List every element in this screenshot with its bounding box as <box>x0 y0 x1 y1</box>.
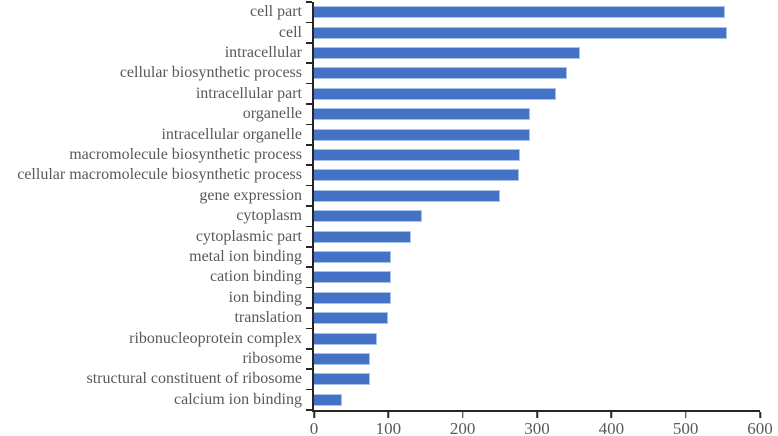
bar <box>314 352 371 365</box>
y-axis-tick <box>306 123 312 126</box>
bar-row: cell <box>279 22 760 42</box>
category-label: intracellular organelle <box>161 125 302 143</box>
bar <box>314 6 726 19</box>
bar-row: calcium ion binding <box>174 390 760 410</box>
category-label: cytoplasmic part <box>195 227 302 245</box>
y-axis-tick <box>306 286 312 289</box>
y-axis-tick <box>306 409 312 411</box>
category-label: cellular biosynthetic process <box>119 64 302 82</box>
bar-row: cation binding <box>210 267 760 287</box>
bar-row: cytoplasm <box>236 206 760 226</box>
bar-row: cell part <box>250 2 760 22</box>
x-axis-tick <box>759 412 761 418</box>
category-label: macromolecule biosynthetic process <box>69 145 302 163</box>
x-axis-tick-label: 400 <box>598 419 625 436</box>
bar-row: gene expression <box>199 186 760 206</box>
x-axis-tick <box>536 412 538 418</box>
bar <box>314 332 378 345</box>
bar <box>314 189 500 202</box>
x-axis-tick-label: 0 <box>309 419 319 436</box>
bar <box>314 250 391 263</box>
y-axis-tick <box>306 205 312 207</box>
category-label: cation binding <box>210 268 302 286</box>
bar-row: cellular macromolecule biosynthetic proc… <box>17 165 760 185</box>
x-axis-tick <box>387 412 390 418</box>
bar <box>314 108 530 121</box>
x-axis-tick <box>313 412 315 418</box>
y-axis-tick <box>306 184 312 187</box>
bar <box>314 67 567 80</box>
category-label: ribosome <box>242 349 302 367</box>
y-axis-tick <box>306 368 312 370</box>
bar <box>314 128 531 141</box>
category-label: metal ion binding <box>189 247 302 265</box>
bar-row: metal ion binding <box>189 247 760 267</box>
y-axis-tick <box>306 21 312 24</box>
x-axis-tick-label: 100 <box>375 419 402 436</box>
bar <box>314 87 557 100</box>
bar-row: ion binding <box>229 288 760 308</box>
category-label: organelle <box>242 105 302 123</box>
x-axis-tick-label: 300 <box>524 419 550 436</box>
bar <box>314 169 520 182</box>
category-label: intracellular <box>224 43 302 61</box>
y-axis-tick <box>306 388 312 391</box>
bar <box>314 210 422 223</box>
y-axis-tick <box>306 266 312 268</box>
bar <box>314 373 371 386</box>
bar <box>314 393 343 406</box>
y-axis-tick <box>306 82 312 85</box>
category-label: cell part <box>250 3 302 21</box>
bar-row: macromolecule biosynthetic process <box>69 145 760 165</box>
bar <box>314 312 389 325</box>
x-axis-tick-label: 600 <box>747 419 773 436</box>
bar-row: intracellular part <box>196 84 760 104</box>
category-label: intracellular part <box>195 84 302 102</box>
y-axis-tick <box>306 348 312 350</box>
category-label: cell <box>278 23 302 41</box>
x-axis-tick <box>461 412 464 418</box>
bar <box>314 230 411 243</box>
y-axis-tick <box>306 225 312 228</box>
y-axis-tick <box>306 144 312 146</box>
y-axis-tick <box>306 246 312 248</box>
x-axis-tick-label: 500 <box>672 419 699 436</box>
x-axis-tick-label: 200 <box>449 419 476 436</box>
y-axis-tick <box>306 327 312 330</box>
category-label: calcium ion binding <box>174 390 302 408</box>
plot-area: cell part cell intracellular cellular biosy… <box>17 1 773 436</box>
bar-row: organelle <box>243 104 760 124</box>
bar-row: ribosome <box>242 349 760 369</box>
y-axis-tick <box>306 42 312 44</box>
category-label: cytoplasm <box>236 207 302 225</box>
y-axis-tick <box>306 62 312 64</box>
bar <box>314 46 581 59</box>
bar-row: ribonucleoprotein complex <box>129 328 760 348</box>
x-axis-tick <box>684 412 687 418</box>
bar-row: cytoplasmic part <box>196 226 760 246</box>
y-axis-tick <box>306 1 312 3</box>
category-label: ribonucleoprotein complex <box>129 329 302 347</box>
y-axis-tick <box>306 103 312 105</box>
category-label: ion binding <box>228 288 302 306</box>
y-axis-tick <box>306 307 312 309</box>
x-axis-tick <box>610 412 613 418</box>
category-label: gene expression <box>199 186 302 204</box>
y-axis-tick <box>306 164 312 166</box>
category-label: structural constituent of ribosome <box>86 370 302 388</box>
bar-row: cellular biosynthetic process <box>120 63 760 83</box>
category-label: translation <box>234 309 302 327</box>
bar-row: structural constituent of ribosome <box>86 369 760 389</box>
bar <box>314 26 727 39</box>
bar <box>314 291 391 304</box>
bar <box>314 271 391 284</box>
category-label: cellular macromolecule biosynthetic proc… <box>17 166 302 184</box>
bar-row: intracellular organelle <box>161 124 760 144</box>
bar-row: intracellular <box>225 43 760 63</box>
bar <box>314 148 520 161</box>
bar-row: translation <box>234 308 760 328</box>
